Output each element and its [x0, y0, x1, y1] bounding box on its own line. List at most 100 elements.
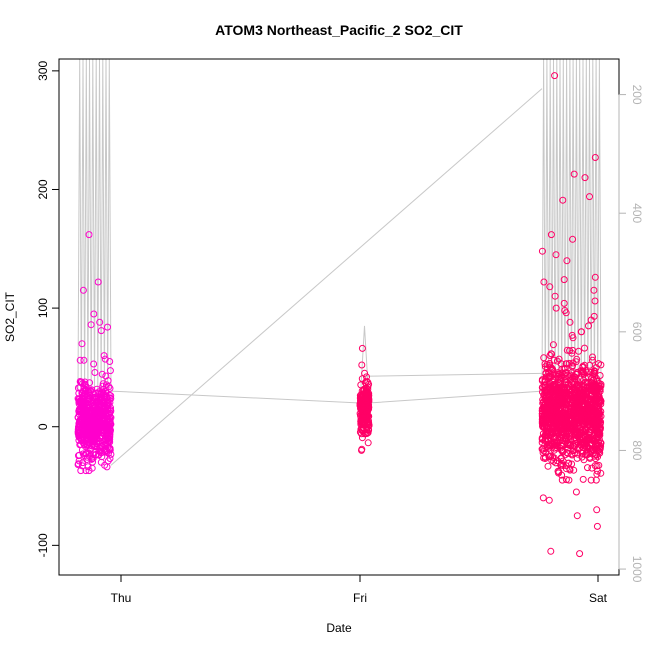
- data-point: [549, 341, 557, 349]
- data-point: [102, 435, 110, 442]
- data-point: [576, 384, 583, 392]
- data-point: [563, 384, 571, 392]
- data-point: [592, 426, 600, 434]
- data-point: [101, 403, 109, 411]
- y2-tick-label: 600: [630, 322, 644, 342]
- data-point: [573, 404, 581, 412]
- data-point: [579, 475, 587, 483]
- data-point: [106, 358, 114, 365]
- data-point: [557, 414, 565, 422]
- data-point: [547, 440, 555, 448]
- data-point: [595, 417, 603, 425]
- altitude-profile-line: [77, 59, 602, 404]
- data-point: [76, 383, 84, 391]
- data-point: [83, 394, 91, 402]
- data-point: [596, 425, 604, 433]
- data-point: [357, 402, 365, 410]
- data-point: [573, 454, 581, 462]
- data-point: [83, 405, 91, 413]
- data-point: [548, 350, 556, 358]
- y-tick-label: 0: [36, 423, 50, 430]
- data-point: [79, 439, 87, 447]
- data-point: [95, 402, 103, 410]
- data-point: [360, 385, 368, 393]
- y2-tick-label: 200: [630, 85, 644, 105]
- data-point: [580, 376, 587, 384]
- data-point: [587, 316, 595, 324]
- data-point: [592, 455, 600, 463]
- data-point: [104, 398, 112, 406]
- data-point: [567, 399, 575, 407]
- data-point: [567, 388, 575, 396]
- data-point: [552, 251, 560, 259]
- data-point: [97, 458, 105, 466]
- data-point: [90, 420, 98, 428]
- data-point: [539, 384, 547, 391]
- data-point: [547, 435, 555, 442]
- y-axis-label: SO2_CIT: [3, 291, 17, 342]
- data-point: [78, 399, 86, 407]
- data-point: [571, 373, 579, 381]
- data-point: [361, 416, 369, 424]
- data-point: [566, 318, 574, 326]
- data-point: [107, 392, 115, 400]
- data-point: [550, 356, 558, 364]
- data-point: [92, 439, 100, 447]
- data-point: [553, 416, 561, 424]
- data-point: [589, 405, 597, 413]
- y-tick-label: 200: [36, 179, 50, 199]
- point-cluster-thu: [74, 231, 115, 475]
- data-point: [569, 334, 577, 342]
- data-point: [596, 446, 604, 454]
- data-point: [82, 433, 90, 441]
- data-point: [543, 423, 551, 431]
- data-point: [581, 451, 589, 459]
- x-tick-label: Thu: [111, 591, 132, 605]
- data-point: [89, 397, 97, 405]
- data-point: [558, 476, 566, 484]
- data-point: [540, 278, 548, 286]
- data-point: [107, 450, 115, 458]
- data-point: [93, 416, 101, 424]
- data-point: [86, 433, 94, 441]
- data-point: [584, 464, 591, 472]
- data-point: [584, 385, 592, 393]
- data-point: [103, 412, 111, 420]
- data-point: [75, 451, 83, 459]
- data-point: [580, 440, 588, 448]
- data-point: [544, 462, 552, 470]
- data-point: [548, 456, 556, 464]
- data-point: [585, 405, 593, 413]
- data-point: [559, 385, 566, 393]
- data-point: [552, 304, 560, 312]
- data-point: [593, 522, 601, 530]
- data-point: [592, 391, 600, 399]
- data-point: [547, 363, 555, 371]
- data-point: [596, 396, 604, 404]
- data-point: [562, 476, 570, 484]
- data-point: [590, 286, 598, 294]
- data-point: [561, 364, 569, 372]
- data-point: [74, 461, 82, 469]
- data-point: [547, 231, 555, 239]
- data-point: [583, 368, 591, 376]
- x-axis: Thu Fri Sat: [111, 574, 608, 605]
- data-point: [101, 419, 109, 427]
- data-point: [77, 418, 85, 426]
- data-point: [98, 389, 106, 397]
- data-point: [568, 423, 575, 430]
- y-tick-label: 300: [36, 61, 50, 81]
- data-point: [564, 459, 572, 467]
- data-point: [78, 340, 86, 348]
- data-point: [544, 435, 552, 443]
- data-point: [553, 408, 561, 416]
- data-point: [557, 461, 565, 469]
- data-point: [78, 435, 86, 443]
- data-point: [581, 174, 589, 182]
- data-point: [85, 452, 93, 460]
- data-point: [595, 380, 603, 388]
- data-point: [76, 398, 84, 406]
- data-point: [361, 369, 369, 377]
- data-point: [547, 395, 555, 403]
- data-point: [576, 550, 584, 558]
